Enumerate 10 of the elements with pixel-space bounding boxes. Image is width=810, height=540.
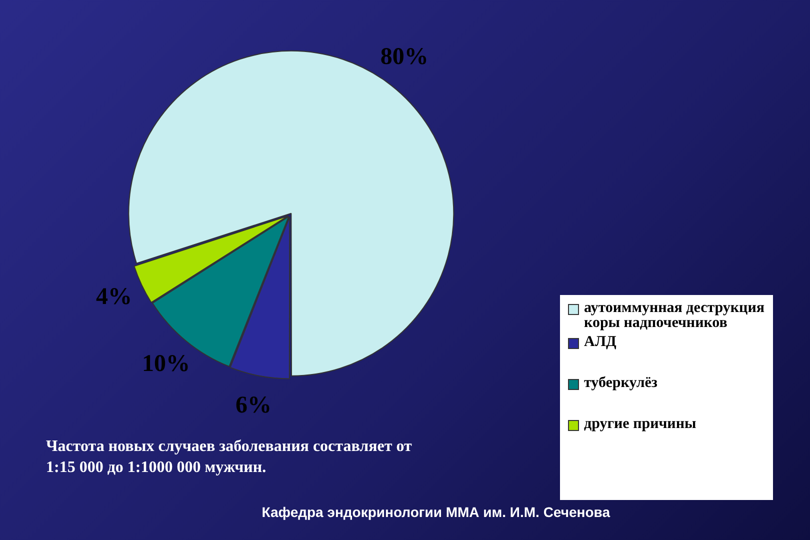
data-label: 80%	[380, 44, 428, 70]
data-label: 4%	[96, 284, 132, 310]
text: Частота новых случаев заболевания составляет от 1:15 000 до 1:1000 000 мужчин.	[46, 437, 413, 478]
data-label: 6%	[236, 392, 272, 418]
legend-label: другие причины	[584, 416, 696, 432]
text: Кафедра эндокринологии ММА им. И.М. Сеченова	[260, 504, 610, 520]
legend-label: АЛД	[584, 334, 616, 350]
data-label: 10%	[142, 351, 190, 378]
legend-label: аутоиммунная деструкция коры надпочечников	[584, 300, 765, 331]
legend-label: туберкулёз	[584, 375, 658, 391]
